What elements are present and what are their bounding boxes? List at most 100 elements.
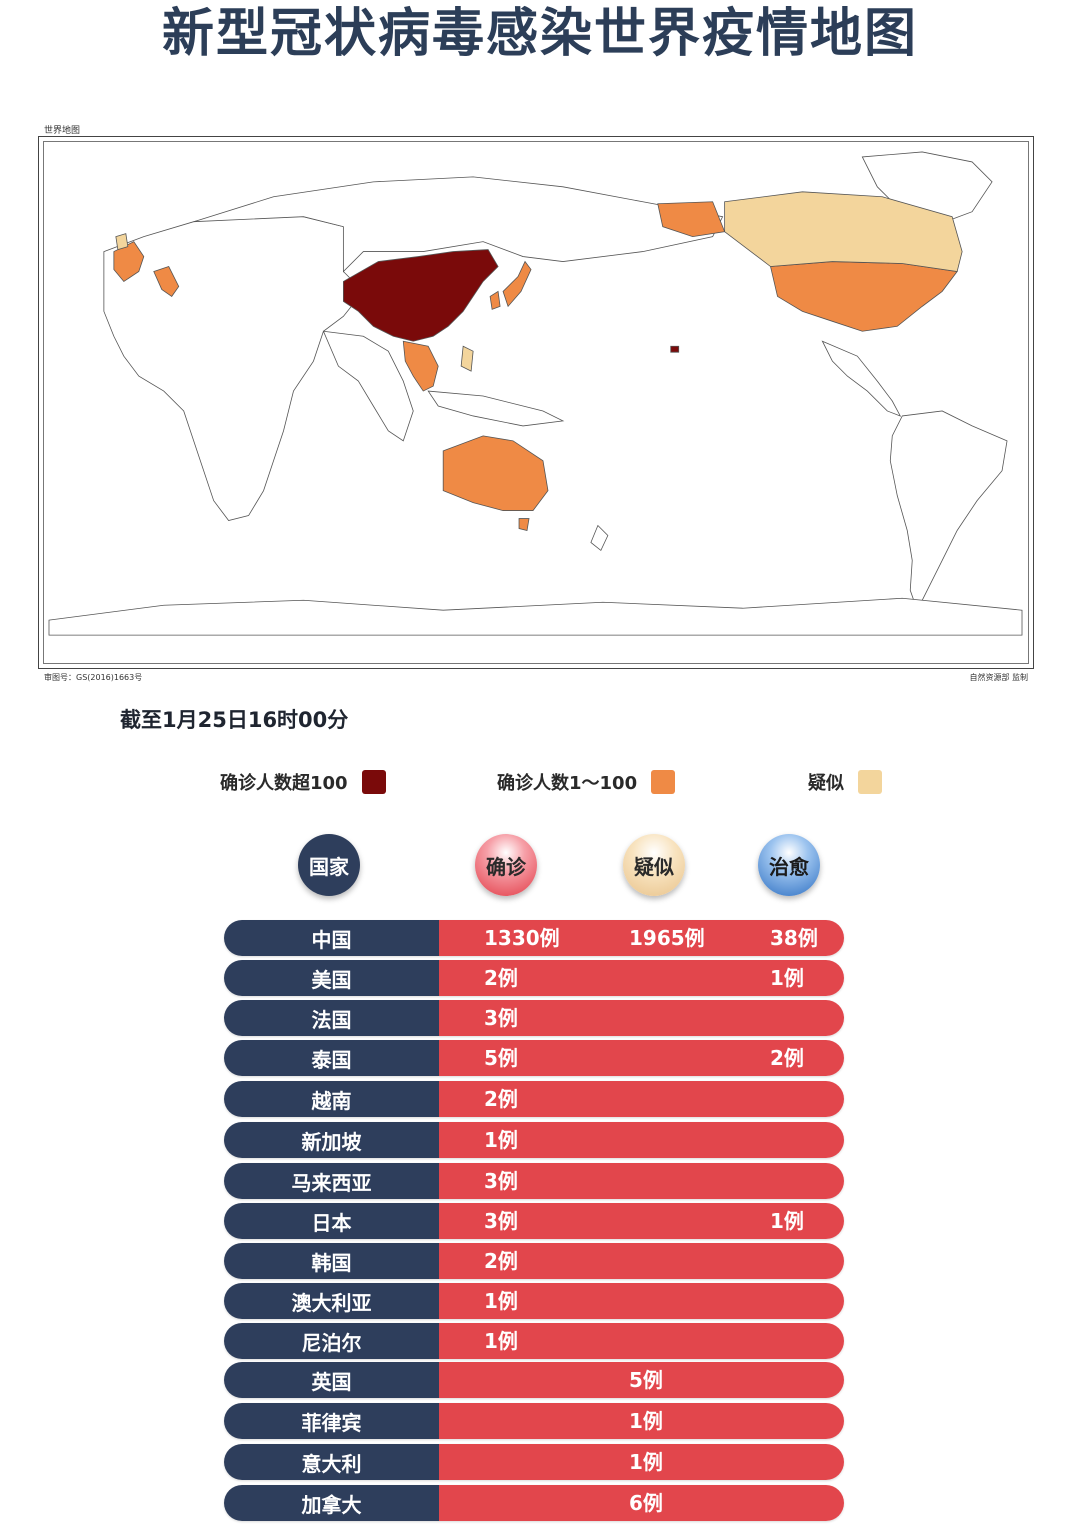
suspected-value: 5例 — [629, 1368, 663, 1392]
map-canada — [724, 191, 963, 272]
map-australia — [442, 435, 549, 511]
confirmed-value: 2例 — [484, 1087, 518, 1111]
country-cell: 越南 — [224, 1081, 439, 1117]
legend-item-over-100: 确诊人数超100 — [220, 768, 386, 796]
confirmed-value: 2例 — [484, 966, 518, 990]
confirmed-value: 1330例 — [484, 926, 560, 950]
world-map-svg — [48, 151, 1023, 636]
confirmed-value: 3例 — [484, 1169, 518, 1193]
page-title: 新型冠状病毒感染世界疫情地图 — [161, 4, 918, 64]
data-cell: 1例 — [439, 1283, 844, 1319]
country-cell: 新加坡 — [224, 1122, 439, 1158]
map-approval-number: 审图号：GS(2016)1663号 — [44, 673, 143, 682]
data-cell: 1例 — [439, 1122, 844, 1158]
suspected-value: 6例 — [629, 1491, 663, 1515]
country-cell: 日本 — [224, 1203, 439, 1239]
table-row: 加拿大 6例 — [224, 1485, 844, 1521]
legend-label: 疑似 — [808, 773, 844, 794]
legend-label: 确诊人数超100 — [220, 773, 348, 794]
data-cell: 3例 — [439, 1000, 844, 1036]
data-cell: 2例 — [439, 1243, 844, 1279]
confirmed-value: 3例 — [484, 1209, 518, 1233]
table-row: 韩国 2例 — [224, 1243, 844, 1279]
landmass-greenland — [861, 151, 993, 228]
confirmed-value: 2例 — [484, 1249, 518, 1273]
cured-value: 1例 — [770, 1209, 804, 1233]
country-cell: 加拿大 — [224, 1485, 439, 1521]
suspected-value: 1例 — [629, 1409, 663, 1433]
map-credit: 自然资源部 监制 — [969, 673, 1028, 682]
data-cell: 1例 — [439, 1323, 844, 1359]
suspected-value: 1例 — [629, 1450, 663, 1474]
map-italy — [153, 266, 180, 297]
table-row: 日本 3例 1例 — [224, 1203, 844, 1239]
table-row: 泰国 5例 2例 — [224, 1040, 844, 1076]
data-cell: 3例 1例 — [439, 1203, 844, 1239]
landmass-south-asia — [322, 330, 414, 442]
country-cell: 美国 — [224, 960, 439, 996]
table-row: 菲律宾 1例 — [224, 1403, 844, 1439]
data-cell: 5例 — [439, 1362, 844, 1398]
map-tasmania — [518, 518, 530, 531]
map-caption: 世界地图 — [44, 126, 81, 136]
column-header-suspected: 疑似 — [623, 834, 685, 896]
legend-swatch — [858, 770, 882, 794]
table-row: 英国 5例 — [224, 1362, 844, 1398]
landmass-russia — [193, 176, 724, 273]
map-usa — [770, 261, 958, 332]
country-cell: 法国 — [224, 1000, 439, 1036]
column-header-confirmed: 确诊 — [475, 834, 537, 896]
data-cell: 1330例 1965例 38例 — [439, 920, 844, 956]
legend-swatch — [651, 770, 676, 794]
table-row: 中国 1330例 1965例 38例 — [224, 920, 844, 956]
confirmed-value: 1例 — [484, 1128, 518, 1152]
table-row: 新加坡 1例 — [224, 1122, 844, 1158]
country-cell: 中国 — [224, 920, 439, 956]
country-cell: 英国 — [224, 1362, 439, 1398]
country-cell: 意大利 — [224, 1444, 439, 1480]
confirmed-value: 5例 — [484, 1046, 518, 1070]
data-cell: 5例 2例 — [439, 1040, 844, 1076]
world-map — [38, 136, 1034, 669]
cured-value: 1例 — [770, 966, 804, 990]
world-map-canvas — [43, 141, 1029, 664]
confirmed-value: 1例 — [484, 1329, 518, 1353]
table-row: 意大利 1例 — [224, 1444, 844, 1480]
as-of-timestamp: 截至1月25日16时00分 — [120, 708, 349, 732]
map-southeast-asia — [402, 340, 439, 392]
legend-item-1-100: 确诊人数1～100 — [497, 768, 676, 796]
country-cell: 马来西亚 — [224, 1163, 439, 1199]
country-cell: 菲律宾 — [224, 1403, 439, 1439]
cured-value: 38例 — [770, 926, 818, 950]
map-alaska — [657, 201, 726, 238]
landmass-antarctica — [48, 597, 1023, 636]
column-header-country: 国家 — [298, 834, 360, 896]
data-cell: 6例 — [439, 1485, 844, 1521]
map-china — [342, 249, 499, 342]
country-cell: 澳大利亚 — [224, 1283, 439, 1319]
map-philippines — [460, 345, 474, 372]
legend-item-suspected: 疑似 — [808, 768, 882, 796]
landmass-central-america — [821, 340, 902, 417]
table-row: 法国 3例 — [224, 1000, 844, 1036]
table-row: 马来西亚 3例 — [224, 1163, 844, 1199]
legend-swatch — [361, 770, 386, 794]
confirmed-value: 1例 — [484, 1289, 518, 1313]
map-uk — [115, 233, 129, 251]
map-europe-cases — [113, 241, 145, 282]
data-cell: 1例 — [439, 1444, 844, 1480]
map-hawaii — [670, 345, 680, 353]
legend-label: 确诊人数1～100 — [497, 773, 638, 794]
country-cell: 尼泊尔 — [224, 1323, 439, 1359]
suspected-value: 1965例 — [629, 926, 705, 950]
table-row: 越南 2例 — [224, 1081, 844, 1117]
column-header-cured: 治愈 — [758, 834, 820, 896]
data-cell: 3例 — [439, 1163, 844, 1199]
landmass-south-america — [889, 410, 1008, 612]
data-cell: 2例 — [439, 1081, 844, 1117]
map-japan — [502, 260, 532, 308]
data-cell: 2例 1例 — [439, 960, 844, 996]
table-row: 澳大利亚 1例 — [224, 1283, 844, 1319]
landmass-indonesia — [427, 390, 565, 427]
table-row: 尼泊尔 1例 — [224, 1323, 844, 1359]
